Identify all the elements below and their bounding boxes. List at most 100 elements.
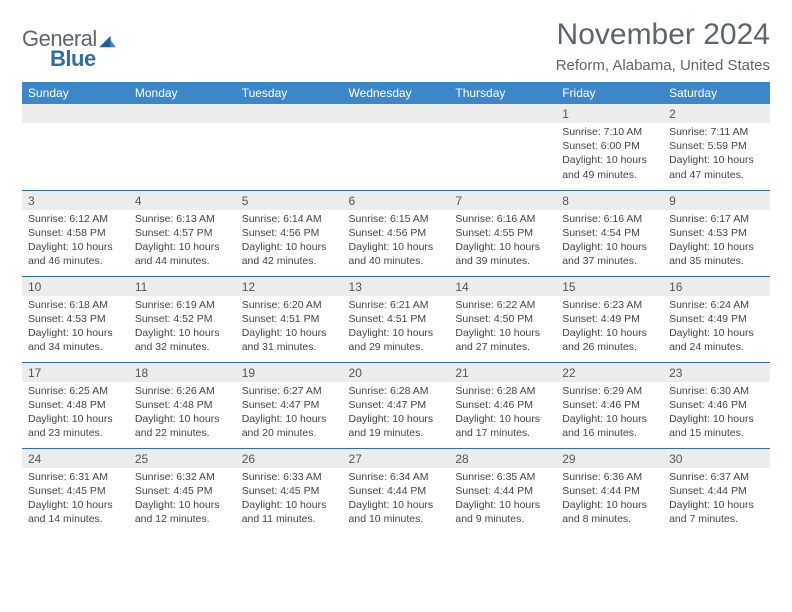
- calendar-day-cell: 30Sunrise: 6:37 AMSunset: 4:44 PMDayligh…: [663, 448, 770, 534]
- calendar-day-cell: 29Sunrise: 6:36 AMSunset: 4:44 PMDayligh…: [556, 448, 663, 534]
- sunrise-line: Sunrise: 6:18 AM: [28, 298, 123, 312]
- title-block: November 2024 Reform, Alabama, United St…: [556, 18, 770, 74]
- calendar-week-row: 1Sunrise: 7:10 AMSunset: 6:00 PMDaylight…: [22, 104, 770, 190]
- day-number: 11: [129, 277, 236, 296]
- day-number: 6: [343, 191, 450, 210]
- sunset-line: Sunset: 6:00 PM: [562, 139, 657, 153]
- day-number: 23: [663, 363, 770, 382]
- daylight-line: Daylight: 10 hours and 40 minutes.: [349, 240, 444, 268]
- daylight-line: Daylight: 10 hours and 11 minutes.: [242, 498, 337, 526]
- calendar-day-cell: 11Sunrise: 6:19 AMSunset: 4:52 PMDayligh…: [129, 276, 236, 362]
- calendar-day-cell: 24Sunrise: 6:31 AMSunset: 4:45 PMDayligh…: [22, 448, 129, 534]
- day-number: 22: [556, 363, 663, 382]
- day-number-empty: [343, 104, 450, 123]
- sunrise-line: Sunrise: 6:20 AM: [242, 298, 337, 312]
- day-details: Sunrise: 6:13 AMSunset: 4:57 PMDaylight:…: [129, 210, 236, 273]
- daylight-line: Daylight: 10 hours and 44 minutes.: [135, 240, 230, 268]
- sunset-line: Sunset: 4:54 PM: [562, 226, 657, 240]
- daylight-line: Daylight: 10 hours and 20 minutes.: [242, 412, 337, 440]
- sunset-line: Sunset: 4:48 PM: [135, 398, 230, 412]
- calendar-table: SundayMondayTuesdayWednesdayThursdayFrid…: [22, 82, 770, 534]
- daylight-line: Daylight: 10 hours and 46 minutes.: [28, 240, 123, 268]
- logo-sail-icon: [99, 35, 117, 49]
- calendar-week-row: 24Sunrise: 6:31 AMSunset: 4:45 PMDayligh…: [22, 448, 770, 534]
- sunrise-line: Sunrise: 6:33 AM: [242, 470, 337, 484]
- sunset-line: Sunset: 4:45 PM: [135, 484, 230, 498]
- sunrise-line: Sunrise: 6:13 AM: [135, 212, 230, 226]
- day-number: 10: [22, 277, 129, 296]
- sunset-line: Sunset: 4:51 PM: [349, 312, 444, 326]
- calendar-day-cell: 26Sunrise: 6:33 AMSunset: 4:45 PMDayligh…: [236, 448, 343, 534]
- calendar-week-row: 17Sunrise: 6:25 AMSunset: 4:48 PMDayligh…: [22, 362, 770, 448]
- daylight-line: Daylight: 10 hours and 23 minutes.: [28, 412, 123, 440]
- day-details: Sunrise: 6:15 AMSunset: 4:56 PMDaylight:…: [343, 210, 450, 273]
- sunrise-line: Sunrise: 6:36 AM: [562, 470, 657, 484]
- calendar-day-cell: 5Sunrise: 6:14 AMSunset: 4:56 PMDaylight…: [236, 190, 343, 276]
- calendar-day-cell: 7Sunrise: 6:16 AMSunset: 4:55 PMDaylight…: [449, 190, 556, 276]
- day-details: Sunrise: 6:16 AMSunset: 4:55 PMDaylight:…: [449, 210, 556, 273]
- daylight-line: Daylight: 10 hours and 10 minutes.: [349, 498, 444, 526]
- sunrise-line: Sunrise: 6:28 AM: [349, 384, 444, 398]
- sunrise-line: Sunrise: 6:14 AM: [242, 212, 337, 226]
- sunset-line: Sunset: 4:46 PM: [455, 398, 550, 412]
- day-number-empty: [236, 104, 343, 123]
- sunrise-line: Sunrise: 7:10 AM: [562, 125, 657, 139]
- day-details: Sunrise: 6:29 AMSunset: 4:46 PMDaylight:…: [556, 382, 663, 445]
- day-details: Sunrise: 6:16 AMSunset: 4:54 PMDaylight:…: [556, 210, 663, 273]
- sunset-line: Sunset: 4:49 PM: [669, 312, 764, 326]
- sunset-line: Sunset: 4:47 PM: [349, 398, 444, 412]
- day-details: Sunrise: 6:28 AMSunset: 4:46 PMDaylight:…: [449, 382, 556, 445]
- day-number: 16: [663, 277, 770, 296]
- sunrise-line: Sunrise: 6:22 AM: [455, 298, 550, 312]
- sunrise-line: Sunrise: 7:11 AM: [669, 125, 764, 139]
- sunset-line: Sunset: 4:47 PM: [242, 398, 337, 412]
- day-number: 24: [22, 449, 129, 468]
- day-number: 7: [449, 191, 556, 210]
- page: GeneralBlue November 2024 Reform, Alabam…: [0, 0, 792, 544]
- daylight-line: Daylight: 10 hours and 17 minutes.: [455, 412, 550, 440]
- sunrise-line: Sunrise: 6:16 AM: [455, 212, 550, 226]
- day-number: 14: [449, 277, 556, 296]
- calendar-empty-cell: [129, 104, 236, 190]
- day-details: Sunrise: 6:20 AMSunset: 4:51 PMDaylight:…: [236, 296, 343, 359]
- day-number: 29: [556, 449, 663, 468]
- calendar-day-cell: 21Sunrise: 6:28 AMSunset: 4:46 PMDayligh…: [449, 362, 556, 448]
- sunset-line: Sunset: 4:58 PM: [28, 226, 123, 240]
- calendar-empty-cell: [449, 104, 556, 190]
- sunset-line: Sunset: 4:48 PM: [28, 398, 123, 412]
- day-number: 20: [343, 363, 450, 382]
- day-number: 21: [449, 363, 556, 382]
- daylight-line: Daylight: 10 hours and 32 minutes.: [135, 326, 230, 354]
- calendar-empty-cell: [236, 104, 343, 190]
- daylight-line: Daylight: 10 hours and 29 minutes.: [349, 326, 444, 354]
- day-details: Sunrise: 7:10 AMSunset: 6:00 PMDaylight:…: [556, 123, 663, 186]
- calendar-head: SundayMondayTuesdayWednesdayThursdayFrid…: [22, 82, 770, 104]
- sunrise-line: Sunrise: 6:32 AM: [135, 470, 230, 484]
- sunrise-line: Sunrise: 6:21 AM: [349, 298, 444, 312]
- day-details: Sunrise: 6:25 AMSunset: 4:48 PMDaylight:…: [22, 382, 129, 445]
- sunset-line: Sunset: 4:51 PM: [242, 312, 337, 326]
- calendar-day-cell: 8Sunrise: 6:16 AMSunset: 4:54 PMDaylight…: [556, 190, 663, 276]
- calendar-day-cell: 19Sunrise: 6:27 AMSunset: 4:47 PMDayligh…: [236, 362, 343, 448]
- sunrise-line: Sunrise: 6:12 AM: [28, 212, 123, 226]
- daylight-line: Daylight: 10 hours and 34 minutes.: [28, 326, 123, 354]
- sunset-line: Sunset: 4:50 PM: [455, 312, 550, 326]
- calendar-day-cell: 9Sunrise: 6:17 AMSunset: 4:53 PMDaylight…: [663, 190, 770, 276]
- calendar-day-cell: 12Sunrise: 6:20 AMSunset: 4:51 PMDayligh…: [236, 276, 343, 362]
- daylight-line: Daylight: 10 hours and 49 minutes.: [562, 153, 657, 181]
- day-number: 25: [129, 449, 236, 468]
- logo-text-blue: Blue: [50, 46, 96, 72]
- sunrise-line: Sunrise: 6:34 AM: [349, 470, 444, 484]
- calendar-day-cell: 27Sunrise: 6:34 AMSunset: 4:44 PMDayligh…: [343, 448, 450, 534]
- calendar-day-cell: 18Sunrise: 6:26 AMSunset: 4:48 PMDayligh…: [129, 362, 236, 448]
- sunset-line: Sunset: 4:46 PM: [562, 398, 657, 412]
- day-details: Sunrise: 6:31 AMSunset: 4:45 PMDaylight:…: [22, 468, 129, 531]
- sunrise-line: Sunrise: 6:37 AM: [669, 470, 764, 484]
- daylight-line: Daylight: 10 hours and 22 minutes.: [135, 412, 230, 440]
- day-details: Sunrise: 6:32 AMSunset: 4:45 PMDaylight:…: [129, 468, 236, 531]
- day-details: Sunrise: 6:12 AMSunset: 4:58 PMDaylight:…: [22, 210, 129, 273]
- sunrise-line: Sunrise: 6:28 AM: [455, 384, 550, 398]
- sunrise-line: Sunrise: 6:25 AM: [28, 384, 123, 398]
- calendar-day-cell: 22Sunrise: 6:29 AMSunset: 4:46 PMDayligh…: [556, 362, 663, 448]
- calendar-day-cell: 16Sunrise: 6:24 AMSunset: 4:49 PMDayligh…: [663, 276, 770, 362]
